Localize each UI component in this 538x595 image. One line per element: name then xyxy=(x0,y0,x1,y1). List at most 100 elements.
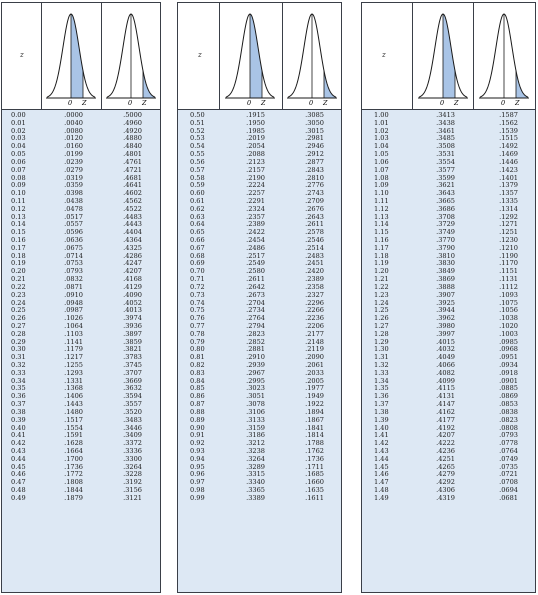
z-value: 1.49 xyxy=(374,493,389,502)
area-value: .2549 xyxy=(246,259,265,268)
area-value: .4483 xyxy=(123,212,142,221)
area-value: .4236 xyxy=(436,446,455,455)
area-value: .1562 xyxy=(499,118,518,127)
z-value: 1.28 xyxy=(374,329,389,338)
z-value: 0.88 xyxy=(190,407,205,416)
area-value: .1949 xyxy=(305,392,324,401)
area-value: .1357 xyxy=(499,189,518,198)
z-value: 0.34 xyxy=(11,376,26,385)
area-value: .4207 xyxy=(436,431,455,440)
z-value: 1.25 xyxy=(374,306,389,315)
area-value: .0279 xyxy=(64,165,83,174)
area-value: .1591 xyxy=(64,431,83,440)
area-value: .2995 xyxy=(246,376,265,385)
area-value: .3409 xyxy=(123,431,142,440)
area-value: .1879 xyxy=(64,493,83,502)
area-value: .1469 xyxy=(499,150,518,159)
z-value: 1.20 xyxy=(374,267,389,276)
area-value: .0910 xyxy=(64,290,83,299)
area-value: .3869 xyxy=(436,275,455,284)
area-value: .2148 xyxy=(305,337,324,346)
area-value: .3446 xyxy=(123,423,142,432)
area-value: .0838 xyxy=(499,407,518,416)
z-value: 0.93 xyxy=(190,446,205,455)
z-value: 1.04 xyxy=(374,142,389,151)
area-value: .4129 xyxy=(123,282,142,291)
area-value: .1736 xyxy=(305,454,324,463)
z-value: 0.61 xyxy=(190,196,205,205)
area-value: .1131 xyxy=(499,275,518,284)
area-value: .1064 xyxy=(64,321,83,330)
z-label: Z xyxy=(81,99,87,106)
z-value: 0.94 xyxy=(190,454,205,463)
area-value: .2357 xyxy=(246,212,265,221)
area-beyond-z-column: .1587.1562.1539.1515.1492.1469.1446.1423… xyxy=(486,111,518,503)
area-value: .4147 xyxy=(436,400,455,409)
z-value: 0.25 xyxy=(11,306,26,315)
area-value: .3707 xyxy=(123,368,142,377)
area-value: .3228 xyxy=(123,470,142,479)
mean-label: 0 xyxy=(128,99,132,106)
area-value: .1255 xyxy=(64,361,83,369)
area-value: .1772 xyxy=(64,470,83,479)
area-value: .4013 xyxy=(123,306,142,315)
area-value: .4286 xyxy=(123,251,142,260)
area-value: .1841 xyxy=(305,423,324,432)
area-value: .0934 xyxy=(499,361,518,369)
z-value: 0.55 xyxy=(190,150,205,159)
z-value: 0.03 xyxy=(11,134,26,143)
area-value: .3790 xyxy=(436,243,455,252)
z-value: 0.35 xyxy=(11,384,26,393)
area-value: .2257 xyxy=(246,189,265,198)
z-value: 1.19 xyxy=(374,259,389,268)
area-value: .4177 xyxy=(436,415,455,424)
z-value: 0.75 xyxy=(190,306,205,315)
z-value: 0.22 xyxy=(11,282,26,291)
area-value: .2517 xyxy=(246,251,265,260)
z-value: 0.80 xyxy=(190,345,205,354)
area-value: .3300 xyxy=(123,454,142,463)
area-value: .4761 xyxy=(123,157,142,166)
z-value: 0.27 xyxy=(11,321,26,330)
z-value: 1.21 xyxy=(374,275,389,284)
mean-label: 0 xyxy=(309,99,313,106)
area-value: .2454 xyxy=(246,236,265,244)
area-value: .4960 xyxy=(123,118,142,127)
area-value: .1443 xyxy=(64,400,83,409)
area-value: .1230 xyxy=(499,236,518,244)
area-value: .1894 xyxy=(305,407,324,416)
area-value: .0517 xyxy=(64,212,83,221)
area-value: .2823 xyxy=(246,329,265,338)
area-value: .2420 xyxy=(305,267,324,276)
area-value: .3980 xyxy=(436,321,455,330)
z-value: 1.03 xyxy=(374,134,389,143)
area-value: .2389 xyxy=(246,220,265,229)
z-values-column: 1.00 1.01 1.02 1.03 1.04 1.05 1.06 1.07 1.08 1.09… xyxy=(374,111,402,503)
area-value: .1736 xyxy=(64,462,83,471)
z-value: 1.00 xyxy=(374,111,389,119)
z-value: 1.37 xyxy=(374,400,389,409)
area-value: .2327 xyxy=(305,290,324,299)
area-value: .3944 xyxy=(436,306,455,315)
area-value: .2123 xyxy=(246,157,265,166)
area-value: .1103 xyxy=(64,329,83,338)
area-value: .2673 xyxy=(246,290,265,299)
area-value: .3508 xyxy=(436,142,455,151)
z-label: Z xyxy=(322,99,328,106)
z-label: Z xyxy=(141,99,147,106)
z-value: 0.36 xyxy=(11,392,26,401)
area-value: .0681 xyxy=(499,493,518,502)
table-rows xyxy=(362,110,535,592)
z-label: Z xyxy=(453,99,459,106)
z-value: 0.01 xyxy=(11,118,26,127)
area-value: .2324 xyxy=(246,204,265,213)
z-value: 0.15 xyxy=(11,228,26,237)
z-value: 1.35 xyxy=(374,384,389,393)
z-value: 0.86 xyxy=(190,392,205,401)
z-value: 1.11 xyxy=(374,196,389,205)
area-value: .3413 xyxy=(436,111,455,119)
area-value: .0160 xyxy=(64,142,83,151)
area-value: .1977 xyxy=(305,384,324,393)
area-value: .3133 xyxy=(246,415,265,424)
area-value: .0319 xyxy=(64,173,83,182)
